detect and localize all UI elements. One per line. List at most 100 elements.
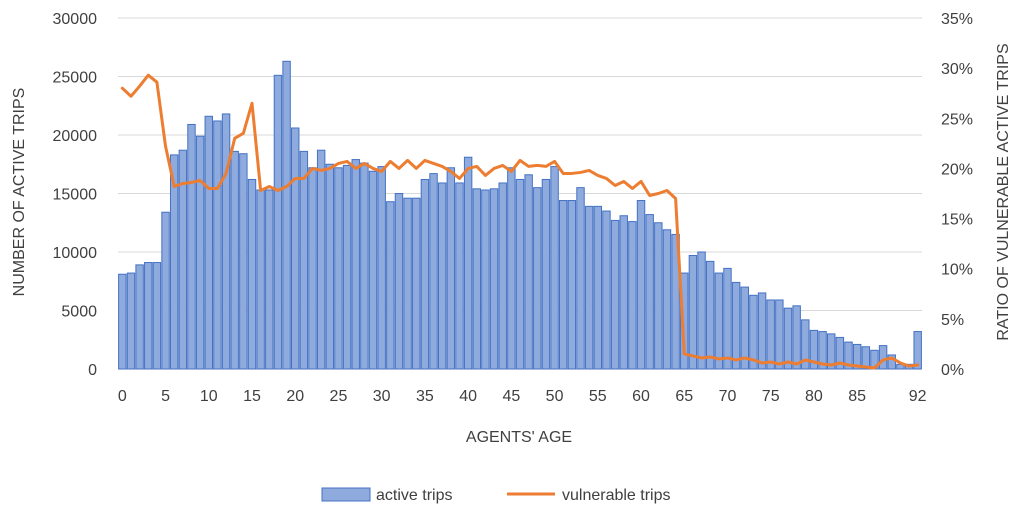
bar [619,215,628,370]
x-tick-label: 50 [546,388,564,405]
bar [325,163,335,370]
bar [602,210,611,370]
bar [213,120,222,370]
bar [541,178,551,370]
x-tick-label: 55 [589,388,607,405]
bar [204,115,213,370]
y2-tick-label: 35% [941,11,973,28]
bar [757,292,767,370]
bar [852,343,862,370]
x-tick-label: 20 [286,388,304,405]
right-axis-ticks: 0% 5% 10% 15% 20% 25% 30% 35% [941,11,973,379]
bar [636,200,646,370]
legend-label-active-trips: active trips [376,487,452,504]
bar [273,74,283,370]
x-tick-label: 15 [243,388,261,405]
bar [723,267,732,370]
bar [844,341,853,370]
y2-tick-label: 30% [941,61,973,78]
x-tick-label: 65 [675,388,693,405]
bar [256,189,265,370]
x-tick-label: 80 [805,388,823,405]
bar [593,205,603,370]
bar [169,154,179,370]
x-tick-label: 85 [848,388,866,405]
bar [144,262,153,370]
bar [437,182,447,370]
bar [887,354,896,370]
bar [291,127,300,370]
x-tick-label: 75 [762,388,780,405]
bar [334,167,343,370]
bar [533,187,542,370]
x-tick-label: 45 [502,388,520,405]
x-tick-label: 35 [416,388,434,405]
x-tick-label: 5 [161,388,170,405]
bar [282,60,291,370]
bar [671,233,680,370]
y2-axis-title: RATIO OF VULNERABLE ACTIVE TRIPS [995,43,1012,340]
bar [420,178,430,370]
bar [135,264,144,370]
bar [515,178,525,370]
bar [239,153,248,370]
bar [377,166,386,370]
bar [809,329,819,370]
bar [446,167,456,370]
bar [195,135,205,370]
bar [463,156,473,370]
bar [299,150,309,370]
bar [705,260,715,370]
y2-tick-label: 20% [941,161,973,178]
bar [628,221,637,370]
x-tick-label: 30 [373,388,391,405]
bar [801,319,810,370]
bar [697,251,706,370]
bar [498,182,507,370]
bar [792,305,801,370]
x-tick-label: 10 [200,388,218,405]
bar [818,331,827,370]
bar [610,219,620,370]
bar [913,331,922,370]
bar [680,272,689,370]
bar [507,167,516,370]
bar [394,193,404,370]
bar [308,167,317,370]
bar [316,149,326,370]
x-tick-label: 25 [330,388,348,405]
bar [766,299,775,370]
bar [472,188,481,370]
bar [740,286,749,370]
y-tick-label: 0 [88,362,97,379]
bar [455,182,464,370]
bar [567,200,577,370]
bar [403,197,412,370]
x-tick-label: 40 [459,388,477,405]
bar [749,294,758,370]
bar-series-active-trips [118,60,922,370]
y-tick-label: 15000 [53,187,98,204]
y-tick-label: 20000 [53,128,98,145]
y-tick-label: 25000 [53,70,98,87]
bar [559,200,568,370]
legend: active trips vulnerable trips [321,487,671,504]
bar [368,170,378,370]
bar [351,159,360,370]
x-tick-label: 60 [632,388,650,405]
bar [221,113,231,370]
bar [360,162,369,370]
bar [161,211,170,370]
bar [126,272,136,370]
legend-label-vulnerable-trips: vulnerable trips [562,487,671,504]
bar [342,164,352,370]
y-axis-title: NUMBER OF ACTIVE TRIPS [11,88,28,297]
bar [662,229,672,370]
bar [775,299,784,370]
bar [731,281,741,370]
x-axis-ticks: 0 5 10 15 20 25 30 35 40 45 50 55 60 65 70 75 80 85 92 [118,388,927,405]
x-tick-label: 70 [719,388,737,405]
left-axis-ticks: 0 5000 10000 15000 20000 25000 30000 [53,11,98,379]
vulnerable-trips-line [120,73,920,370]
